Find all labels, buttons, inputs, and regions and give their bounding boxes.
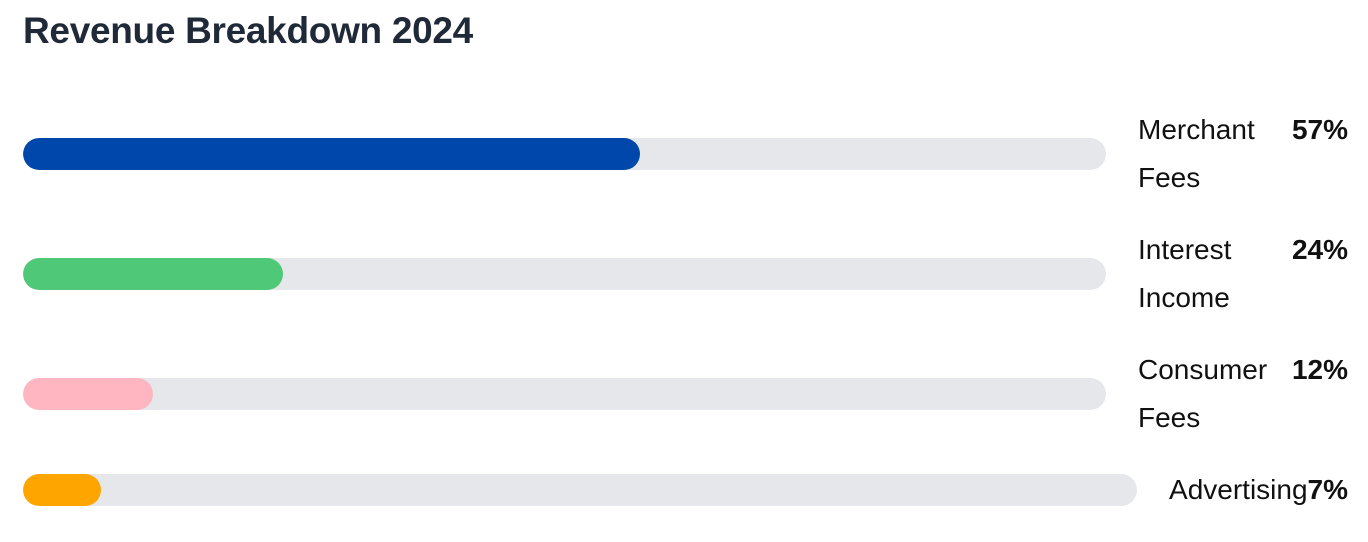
bar-row: Consumer Fees 12% [23, 346, 1348, 442]
bar-label: Interest Income 24% [1138, 226, 1348, 322]
bar-track [23, 474, 1138, 506]
bar [23, 474, 101, 506]
chart-title: Revenue Breakdown 2024 [23, 10, 473, 51]
bar-track [23, 258, 1106, 290]
bar-row: Merchant Fees 57% [23, 106, 1348, 202]
value-label: 57% [1291, 114, 1348, 145]
bar-list: Merchant Fees 57% Interest Income 24% Consum… [23, 106, 1348, 514]
value-label: 12% [1291, 354, 1348, 385]
bar-label: Advertising 7% [1169, 466, 1348, 514]
category-label: Interest Income [1138, 234, 1232, 313]
bar [23, 258, 283, 290]
bar-row: Advertising 7% [23, 466, 1348, 514]
bar-label: Consumer Fees 12% [1138, 346, 1348, 442]
bar [23, 138, 641, 170]
value-label: 24% [1291, 234, 1348, 265]
category-label: Merchant Fees [1138, 114, 1255, 193]
category-label: Consumer Fees [1138, 354, 1268, 433]
bar-row: Interest Income 24% [23, 226, 1348, 322]
bar-label: Merchant Fees 57% [1138, 106, 1348, 202]
bar [23, 378, 153, 410]
bar-track [23, 378, 1106, 410]
bar-track [23, 138, 1106, 170]
value-label: 7% [1307, 474, 1348, 505]
category-label: Advertising [1169, 474, 1308, 505]
